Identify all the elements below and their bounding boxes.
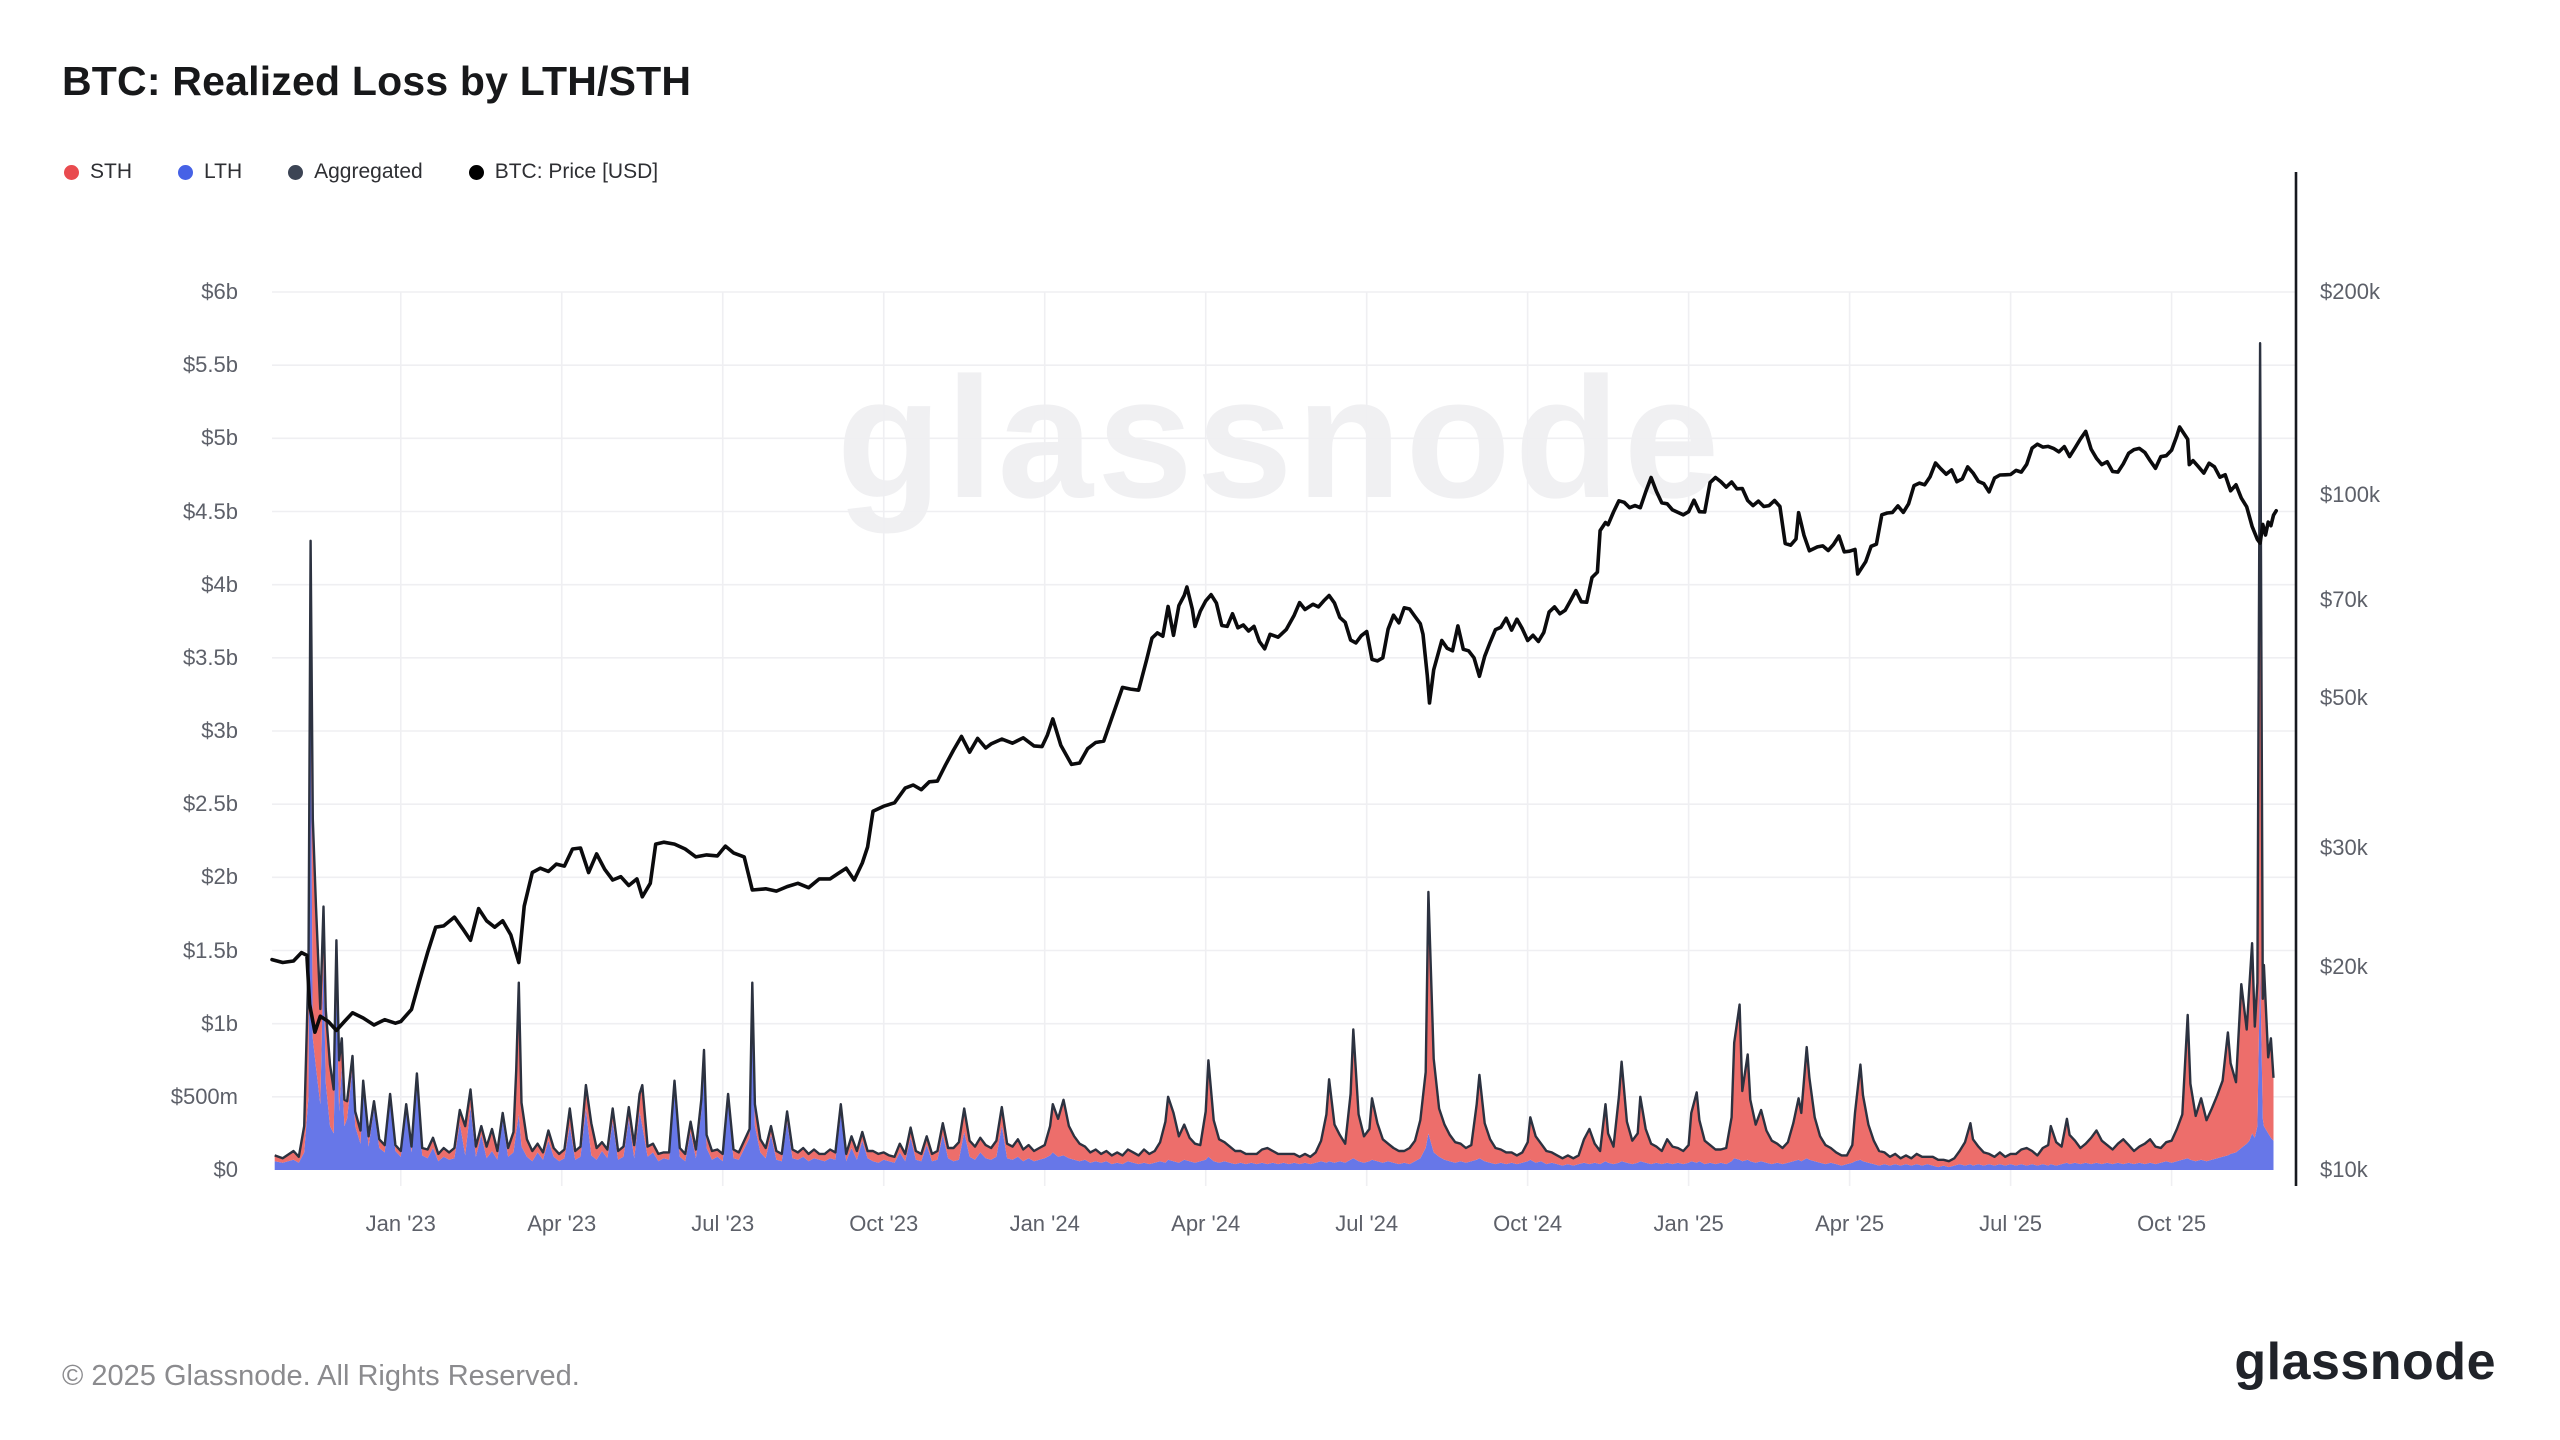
y-axis-left-tick-label: $3b [201,718,238,743]
x-axis-tick-label: Oct '23 [849,1211,919,1236]
legend-label-btc-price: BTC: Price [USD] [494,160,659,183]
legend-item-lth[interactable]: LTH [178,160,242,184]
sth-legend-dot-icon [64,164,79,180]
x-axis-tick-label: Oct '24 [1493,1211,1563,1236]
y-axis-left-tick-label: $5b [201,425,238,451]
y-axis-left-tick-label: $6b [201,279,238,304]
y-axis-right-tick-label: $10k [2320,1157,2368,1182]
y-axis-left-tick-label: $2.5b [182,791,238,817]
x-axis-tick-label: Jan '23 [365,1211,436,1236]
y-axis-left-tick-label: $500m [170,1083,238,1109]
x-axis-tick-label: Apr '23 [527,1211,597,1236]
x-axis-tick-label: Apr '24 [1171,1211,1241,1236]
x-axis-tick-label: Oct '25 [2137,1211,2207,1236]
btc-price-line-series [270,425,2278,1034]
y-axis-left-tick-label: $4.5b [182,498,238,524]
x-axis-tick-label: Jan '24 [1009,1211,1080,1236]
lth-legend-dot-icon [178,164,193,180]
aggregated-line-series [274,342,2275,1163]
x-axis-tick-label: Jan '25 [1653,1211,1724,1236]
page-title: BTC: Realized Loss by LTH/STH [62,58,692,104]
y-axis-left-tick-label: $2b [201,864,238,890]
y-axis-left-tick-label: $0 [213,1157,238,1182]
y-axis-right-tick-label: $50k [2320,685,2368,711]
lth-area-series [274,672,2274,1170]
legend-item-sth[interactable]: STH [64,160,132,184]
sth-area-series [274,343,2274,1168]
legend-label-aggregated: Aggregated [314,160,423,183]
btc-price-legend-dot-icon [468,164,484,180]
y-axis-left-tick-label: $5.5b [182,352,238,378]
y-axis-left-tick-label: $1b [201,1010,238,1036]
x-axis-tick-label: Jul '23 [691,1211,755,1236]
x-axis-tick-label: Apr '25 [1815,1211,1885,1236]
legend-label-lth: LTH [204,160,243,183]
y-axis-right-tick-label: $100k [2320,482,2380,508]
legend-label-sth: STH [90,160,132,183]
legend-item-btc-price[interactable]: BTC: Price [USD] [468,160,659,184]
y-axis-right-tick-label: $30k [2320,835,2368,860]
x-axis-tick-label: Jul '25 [1979,1211,2043,1236]
y-axis-right-tick-label: $70k [2320,586,2368,612]
copyright-text: © 2025 Glassnode. All Rights Reserved. [62,1360,580,1392]
glassnode-logo: glassnode [2234,1333,2496,1391]
x-axis-tick-label: Jul '24 [1335,1211,1399,1236]
y-axis-right-tick-label: $200k [2320,279,2380,304]
legend-item-aggregated[interactable]: Aggregated [288,160,423,184]
y-axis-left-tick-label: $4b [201,571,238,597]
legend: STH LTH Aggregated BTC: Price [USD] [64,160,658,184]
y-axis-right-tick-label: $20k [2320,953,2368,979]
y-axis-left-tick-label: $3.5b [182,644,238,670]
aggregated-legend-dot-icon [288,164,304,180]
y-axis-left-tick-label: $1.5b [182,937,238,963]
